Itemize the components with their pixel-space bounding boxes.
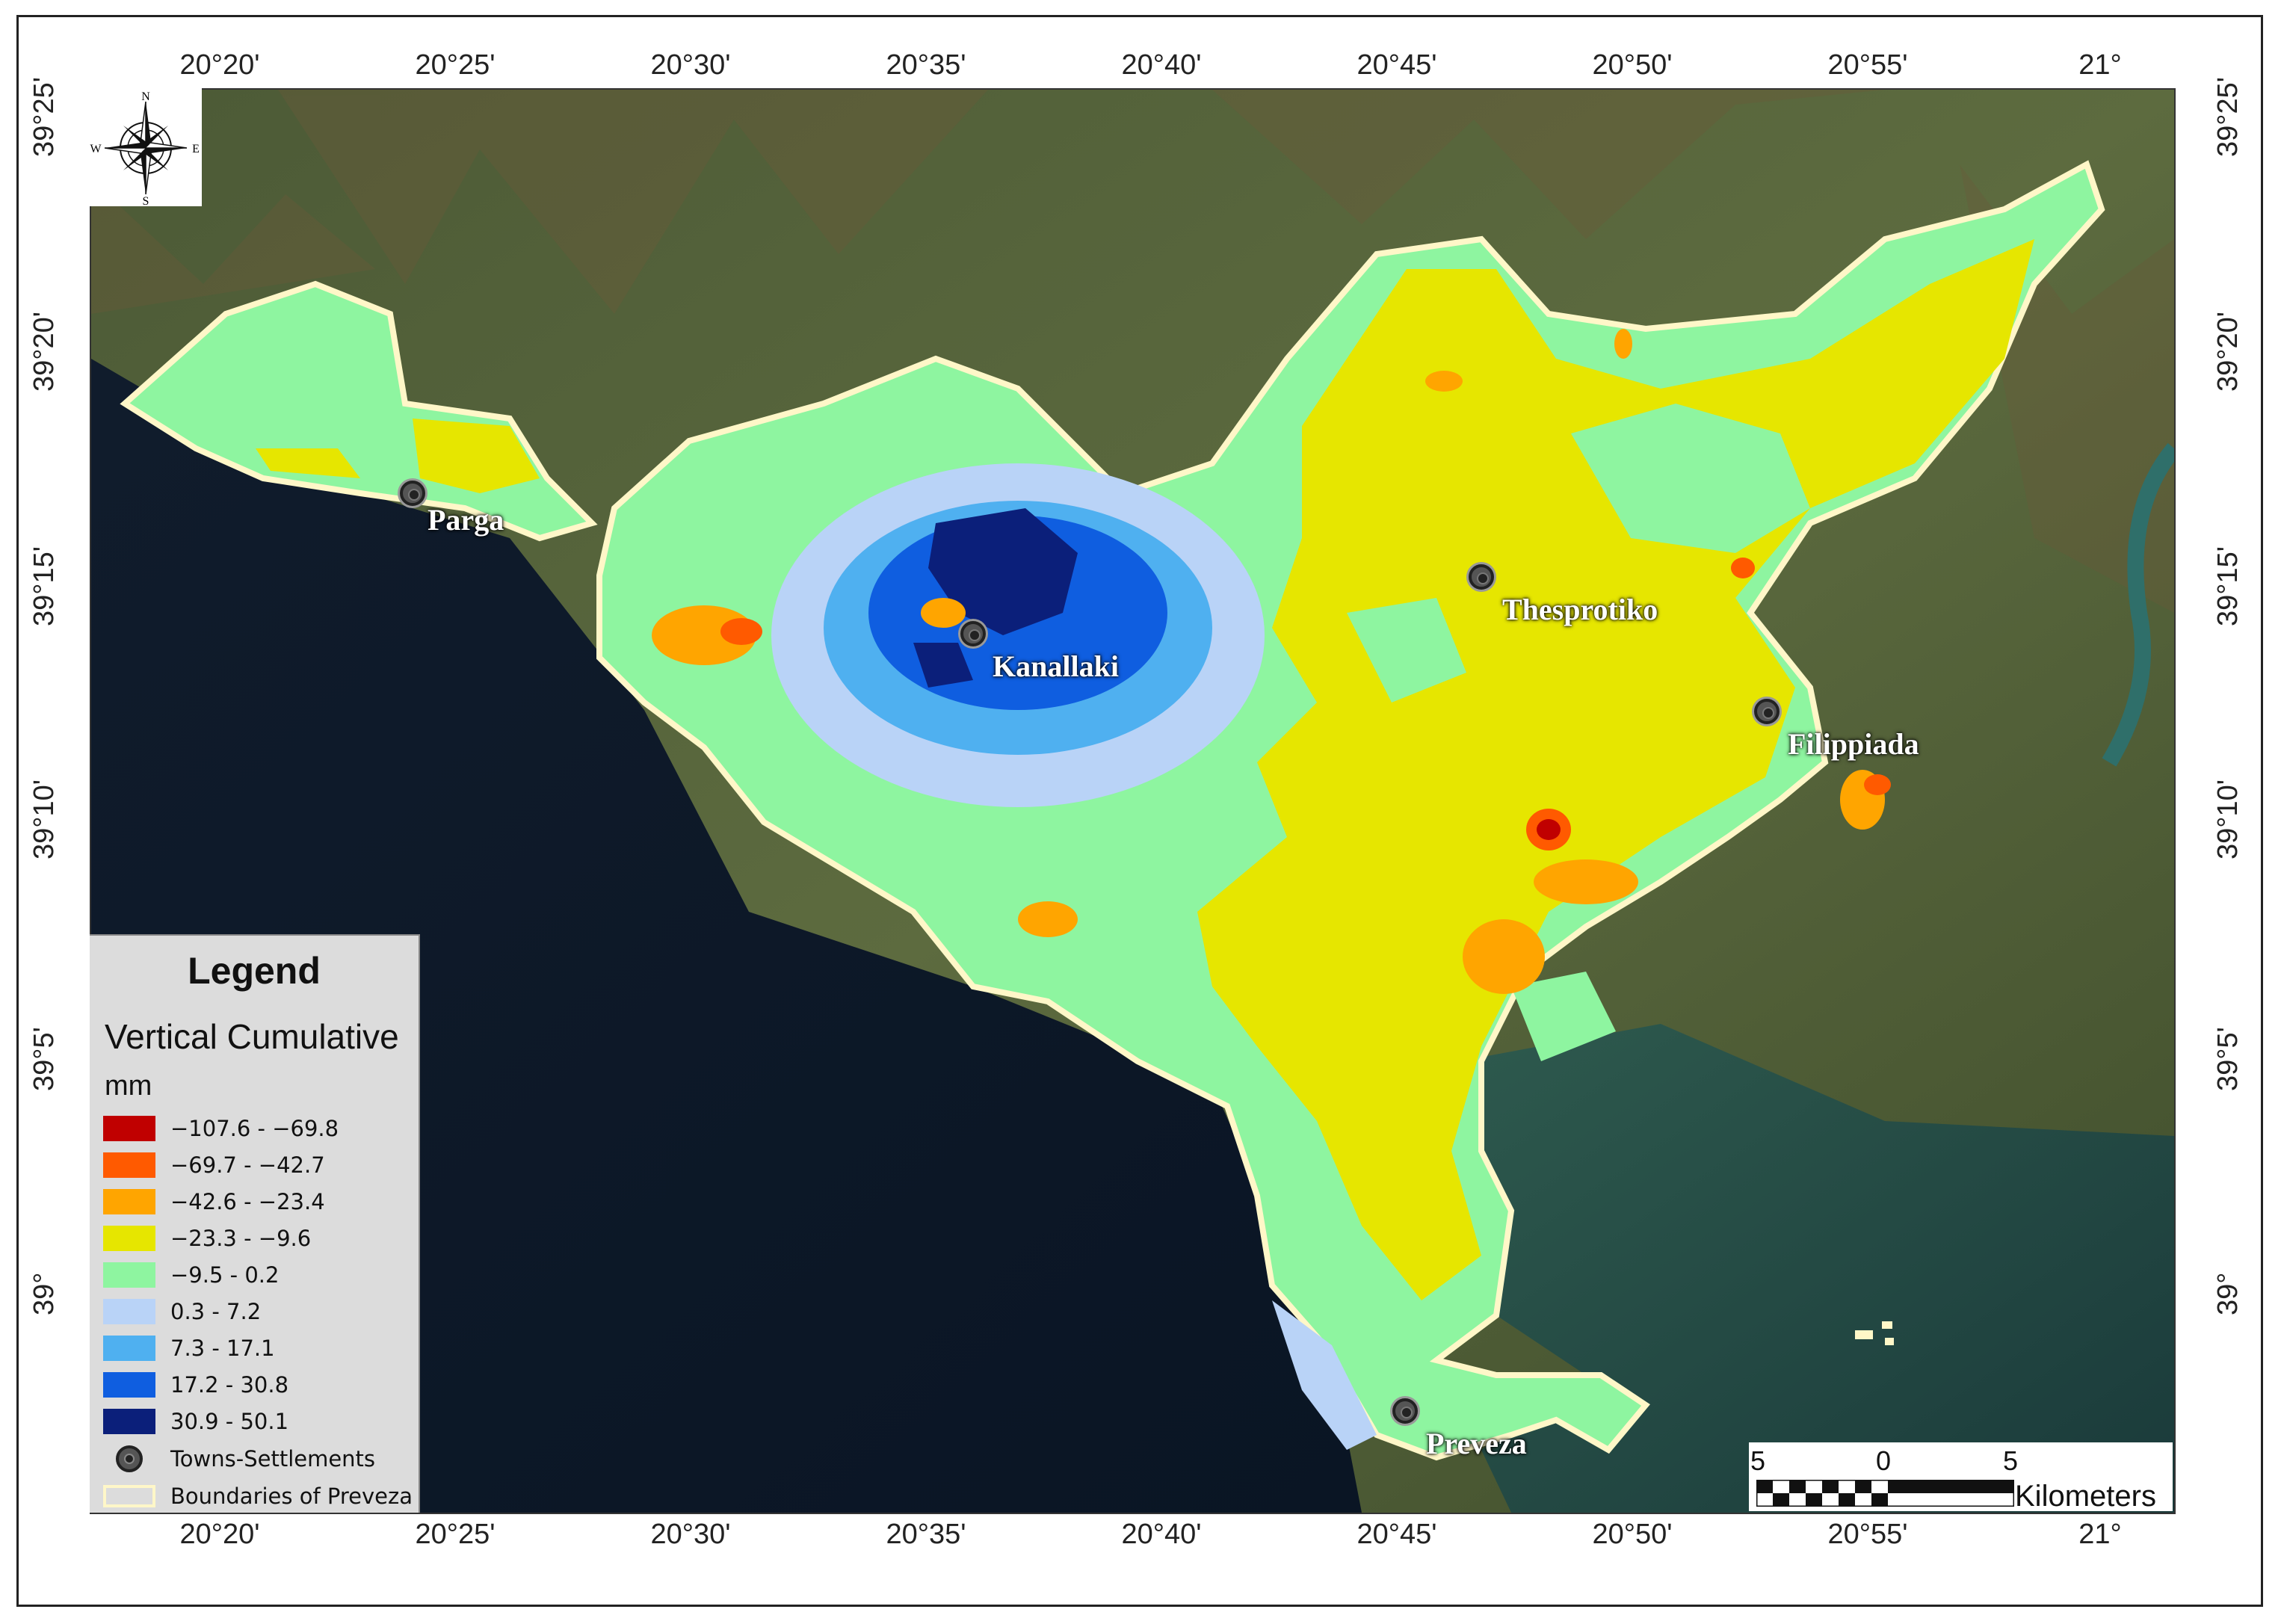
town-symbol-icon [103,1445,155,1472]
tick-left-0: 39°25' [28,77,60,157]
legend-item: 0.3 - 7.2 [103,1295,261,1328]
legend-item: 30.9 - 50.1 [103,1405,288,1438]
legend-swatch [103,1189,155,1214]
tick-top-8: 21° [2078,49,2122,81]
compass-e: E [192,143,200,155]
legend-swatch [103,1409,155,1434]
legend-item: −42.6 - −23.4 [103,1185,325,1218]
legend-item: −9.5 - 0.2 [103,1259,279,1291]
map-frame [16,15,2263,1607]
tick-right-1: 39°20' [2212,312,2244,392]
legend-item-towns: Towns-Settlements [103,1442,375,1475]
legend-item: 17.2 - 30.8 [103,1368,288,1401]
tick-top-4: 20°40' [1121,49,1202,81]
legend-swatch [103,1116,155,1141]
compass-rose: N S W E [90,88,202,208]
legend-title: Legend [188,950,321,992]
town-label-filippiada: Filippiada [1788,727,1919,761]
legend-label: 30.9 - 50.1 [170,1409,289,1434]
town-label-preveza: Preveza [1426,1427,1527,1460]
legend-label: 17.2 - 30.8 [170,1372,289,1398]
tick-top-7: 20°55' [1827,49,1908,81]
town-marker-parga[interactable] [400,481,425,506]
legend-label: −9.5 - 0.2 [170,1262,280,1288]
scale-bar: 5 0 5 Kilometers [1749,1442,2173,1513]
tick-right-5: 39° [2212,1272,2244,1315]
legend-subtitle: Vertical Cumulative [105,1017,399,1056]
legend-label: 7.3 - 17.1 [170,1336,275,1361]
scale-mid-label: 0 [1876,1445,1892,1476]
tick-right-0: 39°25' [2212,77,2244,157]
legend-panel: Legend Vertical Cumulative mm −107.6 - −… [90,934,420,1513]
town-label-thesprotiko: Thesprotiko [1502,593,1658,626]
tick-bottom-2: 20°30' [650,1519,731,1550]
legend-swatch [103,1226,155,1251]
compass-w: W [90,143,102,155]
legend-item: −23.3 - −9.6 [103,1222,311,1255]
tick-left-2: 39°15' [28,546,60,626]
scale-bar-graphic [1756,1480,2014,1507]
legend-label: −107.6 - −69.8 [170,1116,339,1141]
tick-top-0: 20°20' [179,49,260,81]
tick-right-4: 39°5' [2212,1027,2244,1091]
tick-bottom-0: 20°20' [179,1519,260,1550]
tick-bottom-5: 20°45' [1356,1519,1437,1550]
tick-left-5: 39° [28,1272,60,1315]
legend-label: 0.3 - 7.2 [170,1299,262,1324]
ambracian-gulf [1451,1024,2174,1513]
legend-swatch [103,1299,155,1324]
legend-swatch [103,1262,155,1288]
town-marker-preveza[interactable] [1392,1398,1418,1424]
legend-item-boundary: Boundaries of Preveza [103,1480,413,1513]
tick-right-2: 39°15' [2212,546,2244,626]
compass-n: N [141,90,150,103]
town-marker-filippiada[interactable] [1754,699,1780,724]
compass-s: S [143,195,149,206]
scale-unit-label: Kilometers [2015,1480,2156,1513]
tick-top-2: 20°30' [650,49,731,81]
legend-towns-label: Towns-Settlements [170,1446,376,1472]
legend-label: −42.6 - −23.4 [170,1189,325,1214]
river [2102,442,2174,767]
town-marker-thesprotiko[interactable] [1469,564,1494,590]
tick-bottom-7: 20°55' [1827,1519,1908,1550]
legend-swatch [103,1152,155,1178]
tick-bottom-4: 20°40' [1121,1519,1202,1550]
tick-left-4: 39°5' [28,1027,60,1091]
legend-units: mm [105,1070,152,1102]
tick-top-3: 20°35' [886,49,966,81]
scale-left-label: 5 [1750,1445,1766,1476]
boundary-swatch [103,1485,155,1507]
tick-bottom-1: 20°25' [415,1519,496,1550]
legend-item: −69.7 - −42.7 [103,1149,325,1182]
tick-left-3: 39°10' [28,779,60,859]
legend-item: 7.3 - 17.1 [103,1332,275,1365]
legend-swatch [103,1372,155,1398]
town-label-parga: Parga [428,503,504,537]
town-marker-kanallaki[interactable] [960,621,986,646]
legend-swatch [103,1336,155,1361]
parga-area [120,280,598,542]
legend-label: −69.7 - −42.7 [170,1152,325,1178]
tick-bottom-8: 21° [2078,1519,2122,1550]
tick-bottom-3: 20°35' [886,1519,966,1550]
legend-item: −107.6 - −69.8 [103,1112,339,1145]
scale-right-label: 5 [2003,1445,2019,1476]
preveza-area [596,160,2105,1461]
tick-top-5: 20°45' [1356,49,1437,81]
legend-label: −23.3 - −9.6 [170,1226,312,1251]
tick-top-6: 20°50' [1592,49,1673,81]
town-label-kanallaki: Kanallaki [993,649,1119,683]
compass-rose-icon: N S W E [90,90,200,208]
tick-bottom-6: 20°50' [1592,1519,1673,1550]
tick-left-1: 39°20' [28,312,60,392]
tick-top-1: 20°25' [415,49,496,81]
tick-right-3: 39°10' [2212,779,2244,859]
legend-boundary-label: Boundaries of Preveza [170,1483,413,1509]
gulf-islands [1855,1321,1894,1345]
